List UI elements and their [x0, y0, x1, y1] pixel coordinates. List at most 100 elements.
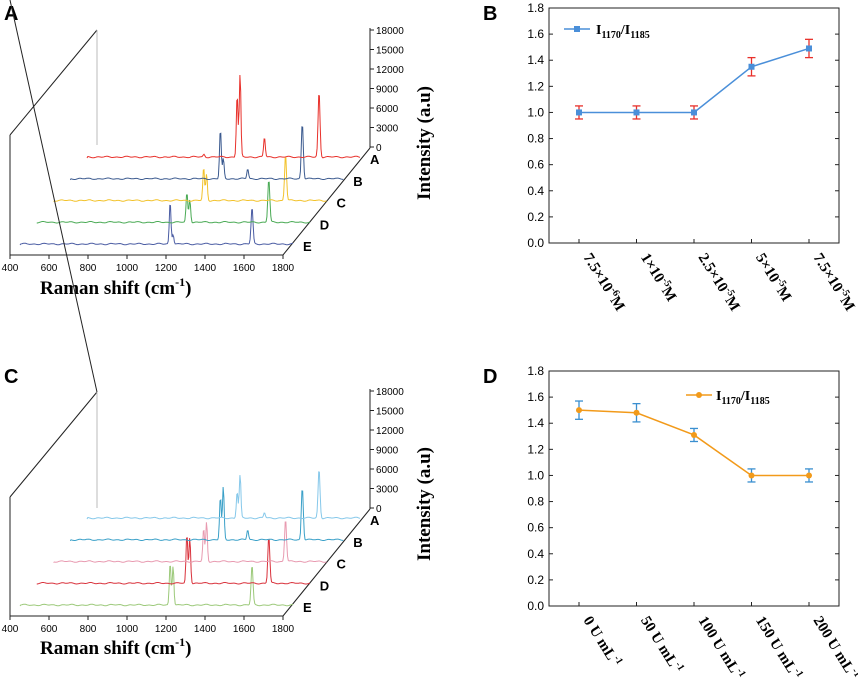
x-category-label: 2.5×10-5M [695, 250, 745, 315]
plot-frame-b [548, 7, 840, 244]
x-tick-label: 1800 [272, 263, 295, 274]
series-label: D [320, 217, 329, 232]
z-tick-label: 6000 [376, 465, 399, 476]
frame-line [9, 29, 98, 136]
x-tick-label: 400 [2, 263, 19, 274]
series-line [578, 409, 809, 477]
series-label: C [337, 557, 347, 572]
x-category-label: 100 U mL-1 [695, 613, 748, 683]
frame-line [9, 391, 98, 498]
panel-b-series [575, 38, 813, 120]
frame-line [9, 0, 98, 393]
data-point [633, 109, 640, 116]
plot-frame-d [548, 370, 840, 607]
x-category-label: 5×10-5M [752, 250, 796, 305]
panel-b-y-ticks: 0.0 0.2 0.4 0.6 0.8 1.0 1.2 1.4 1.6 1.8 [527, 1, 839, 250]
panel-b-x-ticks: 7.5×10-6M1×10-5M 2.5×10-5M5×10-5M 7.5×10-5… [578, 239, 858, 315]
series-label: B [353, 174, 362, 189]
panel-d-series [575, 400, 813, 483]
data-point [748, 63, 755, 70]
x-category-label: 150 U mL-1 [752, 613, 805, 683]
x-axis-title-a: Raman shift (cm-1) [40, 275, 191, 299]
data-point [806, 472, 812, 479]
y-tick-label: 0.2 [527, 573, 544, 587]
z-tick-label: 3000 [376, 124, 399, 135]
x-tick-label: 1200 [155, 263, 178, 274]
panel-d-x-ticks: 0 U mL-1 50 U mL-1 100 U mL-1 150 U mL-1 200… [578, 602, 858, 683]
data-point [576, 407, 582, 414]
x-category-label: 7.5×10-6M [580, 250, 630, 315]
x-tick-label: 600 [41, 624, 58, 635]
x-category-label: 7.5×10-5M [810, 250, 858, 315]
series-label: B [353, 535, 362, 550]
panel-a-x-ticks: 400 600 800 1000 1200 1400 1600 1800 [2, 255, 295, 274]
x-tick-label: 1600 [233, 263, 256, 274]
z-tick-label: 12000 [376, 426, 404, 437]
legend-d: I1170/I1185 [686, 389, 770, 407]
z-tick-label: 9000 [376, 446, 399, 457]
data-point [691, 431, 697, 438]
y-tick-label: 0.0 [527, 236, 544, 250]
z-tick-label: 15000 [376, 46, 404, 57]
x-axis-title-c: Raman shift (cm-1) [40, 635, 191, 659]
y-tick-label: 1.8 [527, 364, 544, 378]
y-tick-label: 1.6 [527, 390, 544, 404]
panel-c-x-ticks: 400 600 800 1000 1200 1400 1600 1800 [2, 616, 295, 635]
spectrum-trace-B [69, 126, 344, 181]
panel-c-frame [9, 0, 371, 617]
z-tick-label: 9000 [376, 85, 399, 96]
legend-swatch-marker [574, 26, 580, 32]
data-point [806, 45, 812, 52]
panel-b: B 0.0 0.2 0.4 0.6 0.8 1.0 1.2 1.4 1.6 1.8 7.5×10-… [483, 1, 858, 314]
x-tick-label: 1400 [194, 263, 217, 274]
panel-label-d: D [483, 366, 497, 388]
spectrum-trace-D [36, 181, 310, 224]
x-tick-label: 1600 [233, 624, 256, 635]
series-label: A [370, 152, 380, 167]
x-tick-label: 400 [2, 624, 19, 635]
panel-c-z-ticks: 0 3000 6000 9000 12000 15000 18000 [370, 387, 404, 515]
depth-axis-line [282, 147, 371, 256]
spectrum-trace-C [53, 521, 327, 563]
panel-c-traces [19, 471, 361, 607]
panel-label-b: B [483, 3, 497, 25]
legend-label-b: I1170/I1185 [596, 23, 650, 41]
spectrum-trace-A [86, 74, 361, 159]
series-line [579, 47, 810, 114]
legend-label-d: I1170/I1185 [716, 389, 770, 407]
x-tick-label: 1200 [155, 624, 178, 635]
z-tick-label: 3000 [376, 485, 399, 496]
z-tick-label: 15000 [376, 407, 404, 418]
y-tick-label: 1.4 [527, 53, 544, 67]
x-category-label: 0 U mL-1 [580, 613, 625, 671]
panel-d-y-ticks: 0.0 0.2 0.4 0.6 0.8 1.0 1.2 1.4 1.6 1.8 [527, 364, 839, 613]
z-axis-title-a: Intensity (a.u) [414, 86, 435, 200]
x-category-label: 50 U mL-1 [637, 613, 686, 677]
y-tick-label: 0.4 [527, 184, 544, 198]
y-tick-label: 0.6 [527, 521, 544, 535]
y-tick-label: 1.2 [527, 79, 544, 93]
series-label: D [320, 578, 329, 593]
y-tick-label: 1.2 [527, 442, 544, 456]
panel-label-c: C [4, 366, 18, 388]
z-tick-label: 6000 [376, 104, 399, 115]
x-tick-label: 1000 [116, 263, 139, 274]
y-tick-label: 0.2 [527, 210, 544, 224]
legend-swatch-marker [696, 392, 702, 398]
z-tick-label: 0 [376, 504, 382, 515]
z-tick-label: 0 [376, 143, 382, 154]
spectrum-trace-C [53, 157, 327, 202]
data-point [748, 472, 755, 479]
panel-c: C 400 600 800 1000 1200 1400 1600 1800 0 3000 600… [2, 0, 435, 659]
y-tick-label: 1.8 [527, 1, 544, 15]
x-tick-label: 1800 [272, 624, 295, 635]
y-tick-label: 0.8 [527, 495, 544, 509]
legend-b: I1170/I1185 [564, 23, 650, 41]
spectrum-trace-D [36, 537, 310, 585]
y-tick-label: 1.0 [527, 105, 544, 119]
spectrum-trace-E [19, 565, 293, 607]
data-point [633, 409, 640, 416]
y-tick-label: 1.4 [527, 416, 544, 430]
x-category-label: 200 U mL-1 [810, 613, 858, 683]
